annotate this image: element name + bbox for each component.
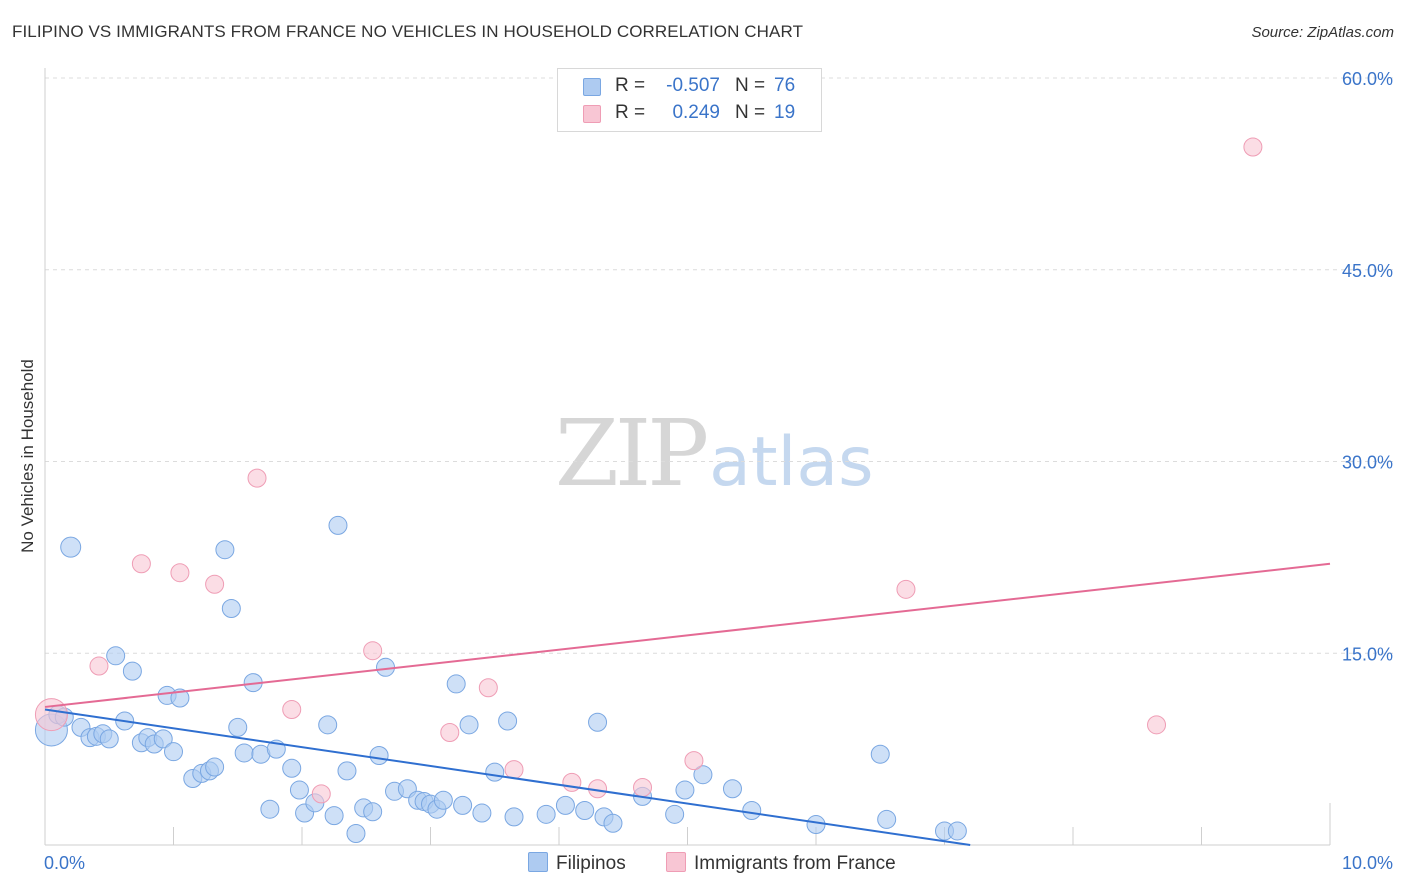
y-tick-label: 30.0% xyxy=(1342,453,1393,473)
france-point xyxy=(311,784,331,804)
bottom-legend-swatch-france xyxy=(666,852,686,872)
filipinos-point xyxy=(363,802,383,822)
france-point xyxy=(131,554,151,574)
filipinos-point xyxy=(205,757,225,777)
filipinos-point xyxy=(459,715,479,735)
france-point xyxy=(1243,137,1263,157)
france-point xyxy=(282,699,302,719)
filipinos-point xyxy=(665,804,685,824)
filipinos-point xyxy=(877,809,897,829)
legend-r-value: -0.507 xyxy=(666,75,720,96)
france-point xyxy=(633,777,653,797)
france-point xyxy=(504,760,524,780)
bottom-legend-label-filipinos: Filipinos xyxy=(556,853,626,874)
france-point xyxy=(247,468,267,488)
bottom-legend-france: Immigrants from France xyxy=(666,852,896,875)
bottom-legend-swatch-filipinos xyxy=(528,852,548,872)
filipinos-point xyxy=(215,540,235,560)
filipinos-point xyxy=(60,536,82,558)
filipinos-point xyxy=(282,758,302,778)
france-point xyxy=(89,656,109,676)
y-tick-label: 60.0% xyxy=(1342,69,1393,89)
filipinos-point xyxy=(742,800,762,820)
legend-n-value: 19 xyxy=(774,102,796,123)
legend-r-value: 0.249 xyxy=(672,102,720,123)
legend-n-label: N = xyxy=(735,75,766,96)
legend-row-france: R = 0.249 N = 19 xyxy=(558,102,821,128)
source-label: Source: ZipAtlas.com xyxy=(1251,24,1394,41)
filipinos-point xyxy=(318,715,338,735)
france-point xyxy=(170,563,190,583)
filipinos-point xyxy=(234,743,254,763)
filipinos-point xyxy=(346,823,366,843)
filipinos-point xyxy=(153,729,173,749)
filipinos-point xyxy=(122,661,142,681)
filipinos-point xyxy=(289,780,309,800)
filipinos-point xyxy=(228,717,248,737)
filipinos-point xyxy=(170,688,190,708)
france-trend-line xyxy=(44,562,1331,708)
filipinos-point xyxy=(536,804,556,824)
legend-n-value: 76 xyxy=(774,75,796,96)
legend-swatch-filipinos xyxy=(583,78,601,96)
filipinos-point xyxy=(433,790,453,810)
filipinos-point xyxy=(337,761,357,781)
chart-title: FILIPINO VS IMMIGRANTS FROM FRANCE NO VE… xyxy=(12,22,804,41)
filipinos-point xyxy=(603,813,623,833)
filipinos-point xyxy=(722,779,742,799)
legend-n-label: N = xyxy=(735,102,766,123)
filipinos-point xyxy=(947,821,967,841)
france-point xyxy=(1147,715,1167,735)
filipinos-point xyxy=(504,807,524,827)
legend-swatch-france xyxy=(583,105,601,123)
france-point xyxy=(34,698,68,732)
filipinos-point xyxy=(221,599,241,619)
france-point xyxy=(896,579,916,599)
france-point xyxy=(562,772,582,792)
y-tick-label: 45.0% xyxy=(1342,261,1393,281)
filipinos-point xyxy=(555,795,575,815)
filipinos-point xyxy=(324,806,344,826)
correlation-legend: R = -0.507 N = 76 R = 0.249 N = 19 xyxy=(557,68,822,132)
filipinos-point xyxy=(260,799,280,819)
france-point xyxy=(205,574,225,594)
filipinos-point xyxy=(498,711,518,731)
filipinos-point xyxy=(485,762,505,782)
legend-row-filipinos: R = -0.507 N = 76 xyxy=(558,75,821,101)
legend-r-label: R = xyxy=(615,75,646,96)
y-axis-label: No Vehicles in Household xyxy=(18,359,37,553)
y-tick-label: 15.0% xyxy=(1342,644,1393,664)
france-point xyxy=(440,723,460,743)
filipinos-point xyxy=(806,815,826,835)
filipinos-point xyxy=(99,729,119,749)
filipinos-point xyxy=(106,646,126,666)
filipinos-point xyxy=(446,674,466,694)
filipinos-point xyxy=(588,712,608,732)
filipinos-point xyxy=(575,800,595,820)
france-point xyxy=(684,751,704,771)
france-point xyxy=(363,641,383,661)
legend-r-label: R = xyxy=(615,102,646,123)
filipinos-point xyxy=(472,803,492,823)
filipinos-point xyxy=(369,746,389,766)
filipinos-point xyxy=(453,795,473,815)
france-point xyxy=(478,678,498,698)
bottom-legend-label-france: Immigrants from France xyxy=(694,853,896,874)
filipinos-point xyxy=(164,742,183,762)
x-tick-label: 10.0% xyxy=(1342,853,1393,873)
filipinos-point xyxy=(870,744,890,764)
x-tick-label: 0.0% xyxy=(44,853,85,873)
filipinos-point xyxy=(328,515,348,535)
bottom-legend-filipinos: Filipinos xyxy=(528,852,626,875)
filipinos-point xyxy=(693,765,713,785)
filipinos-point xyxy=(675,780,695,800)
filipinos-trend-line xyxy=(44,708,971,846)
